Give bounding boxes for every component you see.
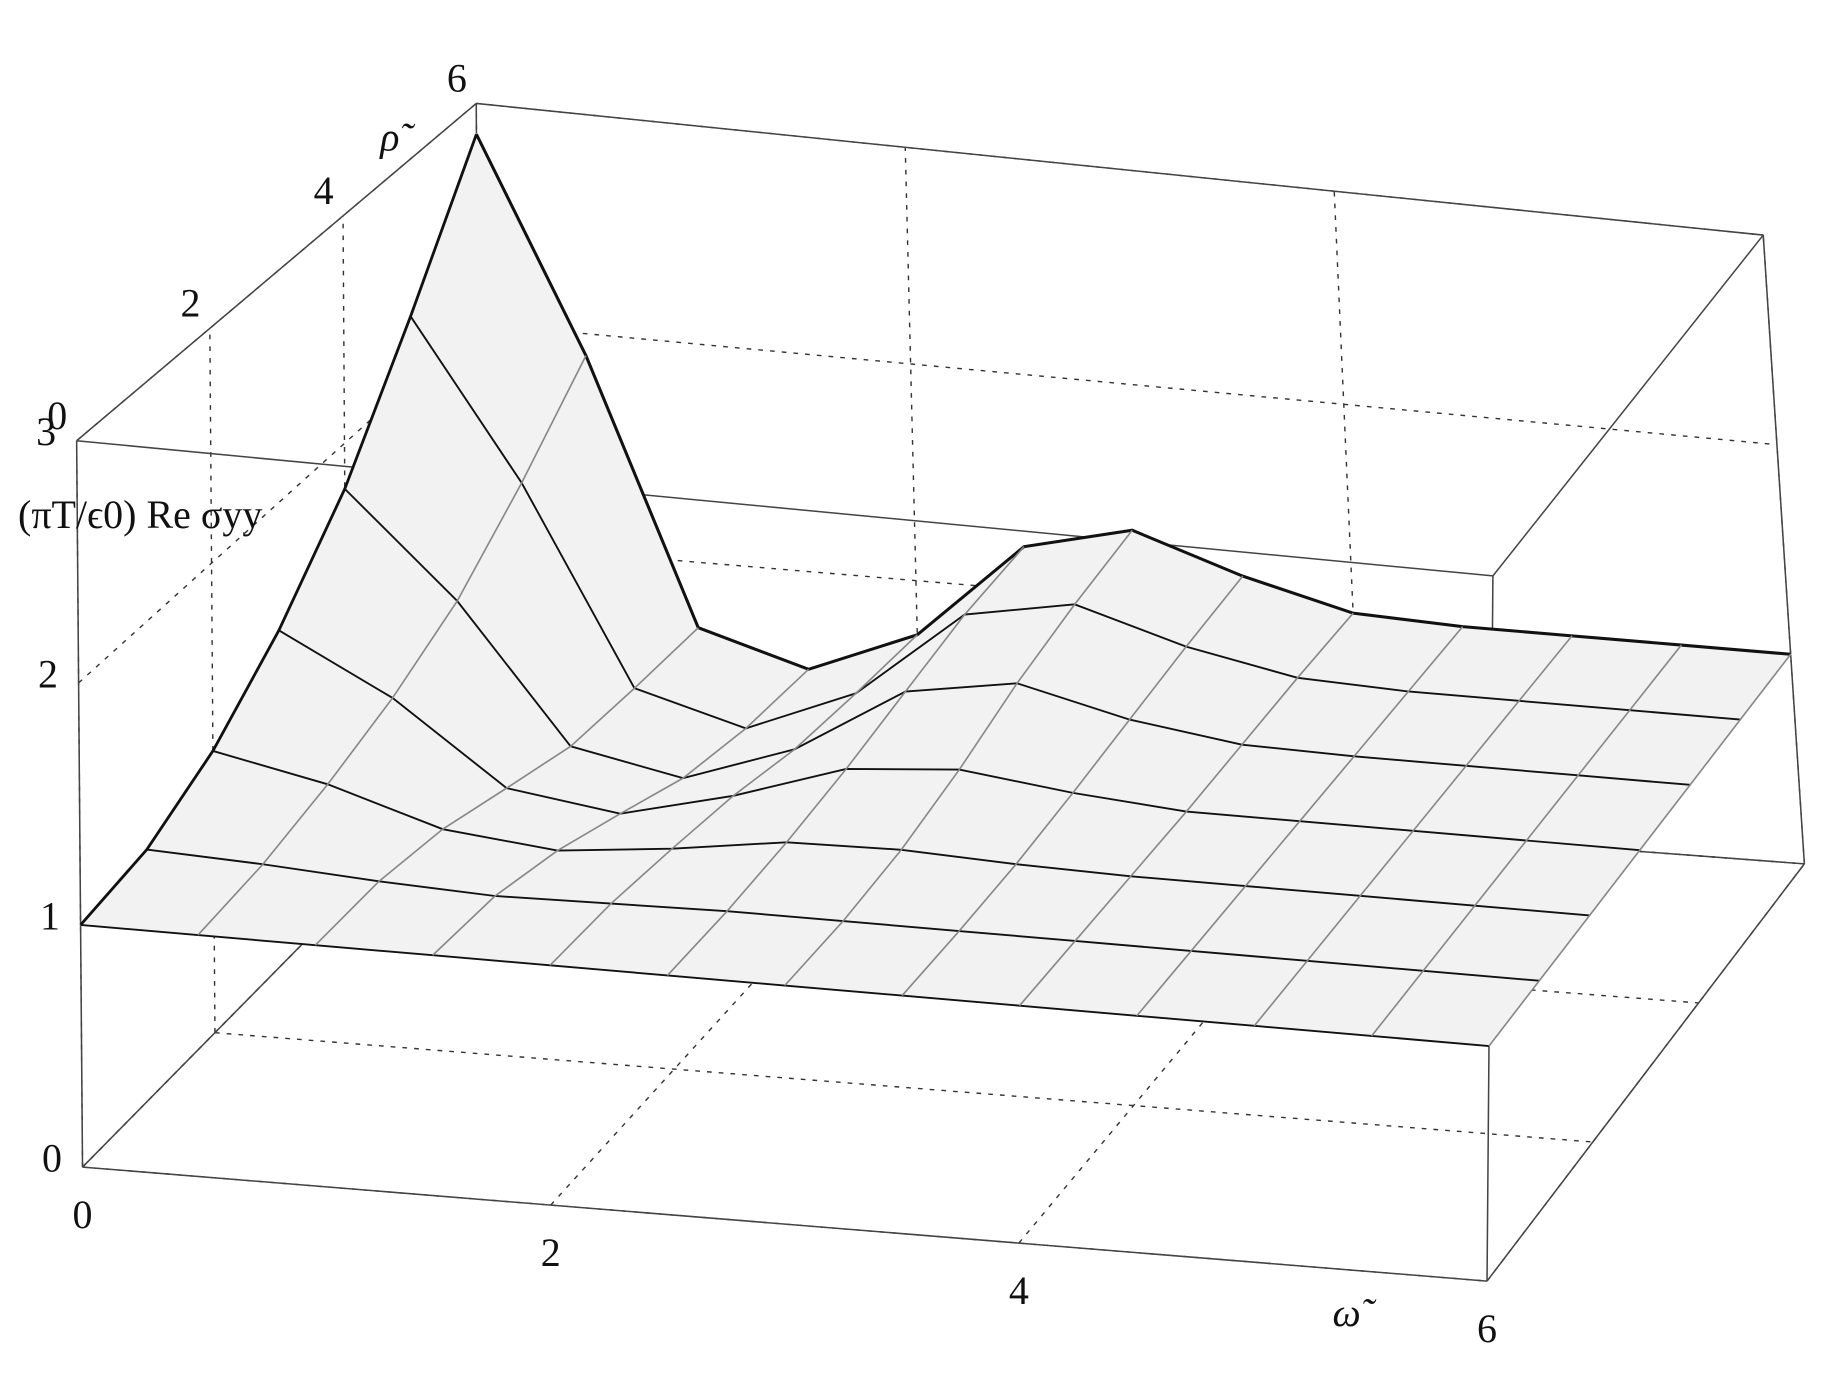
box-edge — [1492, 234, 1764, 577]
mesh-line — [549, 634, 918, 966]
z-tick-label: 0 — [42, 1136, 62, 1181]
mesh-line — [1136, 626, 1464, 1017]
mesh-line — [1370, 644, 1682, 1037]
x-axis-label: ω̃ — [1332, 1290, 1376, 1335]
mesh-line — [1018, 612, 1354, 1007]
box-edge — [476, 102, 1764, 236]
z-axis-label: (πT/ϵ0) Re σyy — [18, 492, 262, 537]
y-tick-label: 4 — [314, 168, 334, 213]
mesh-line — [1488, 653, 1792, 1047]
x-tick-label: 2 — [541, 1230, 561, 1275]
box-edge — [75, 440, 84, 1168]
z-tick-label: 1 — [40, 893, 60, 938]
box-edge — [76, 102, 477, 442]
y-tick-label: 0 — [47, 393, 67, 438]
x-tick-label: 0 — [73, 1192, 93, 1237]
mesh-line — [197, 355, 587, 936]
y-tick-label: 2 — [180, 280, 200, 325]
x-tick-label: 6 — [1477, 1306, 1497, 1351]
grid-line — [214, 1032, 1593, 1143]
mesh-line — [666, 546, 1025, 976]
box-edge — [1486, 863, 1805, 1282]
y-axis-label: ρ̃ — [378, 115, 415, 160]
mesh-line — [784, 529, 1133, 987]
z-tick-label: 2 — [38, 651, 58, 696]
surface — [79, 133, 1792, 1047]
mesh-line — [901, 575, 1244, 997]
box-edge — [1762, 235, 1806, 864]
grid-line — [477, 322, 1778, 446]
mesh-line — [314, 627, 699, 946]
box-edge — [82, 1166, 1488, 1282]
mesh-line — [1253, 635, 1573, 1027]
mesh-line — [432, 668, 810, 956]
z-tick-label: 3 — [36, 409, 56, 454]
mesh-line — [79, 133, 478, 926]
y-tick-label: 6 — [447, 55, 467, 100]
x-tick-label: 4 — [1009, 1268, 1029, 1313]
box-edge — [76, 439, 1493, 577]
